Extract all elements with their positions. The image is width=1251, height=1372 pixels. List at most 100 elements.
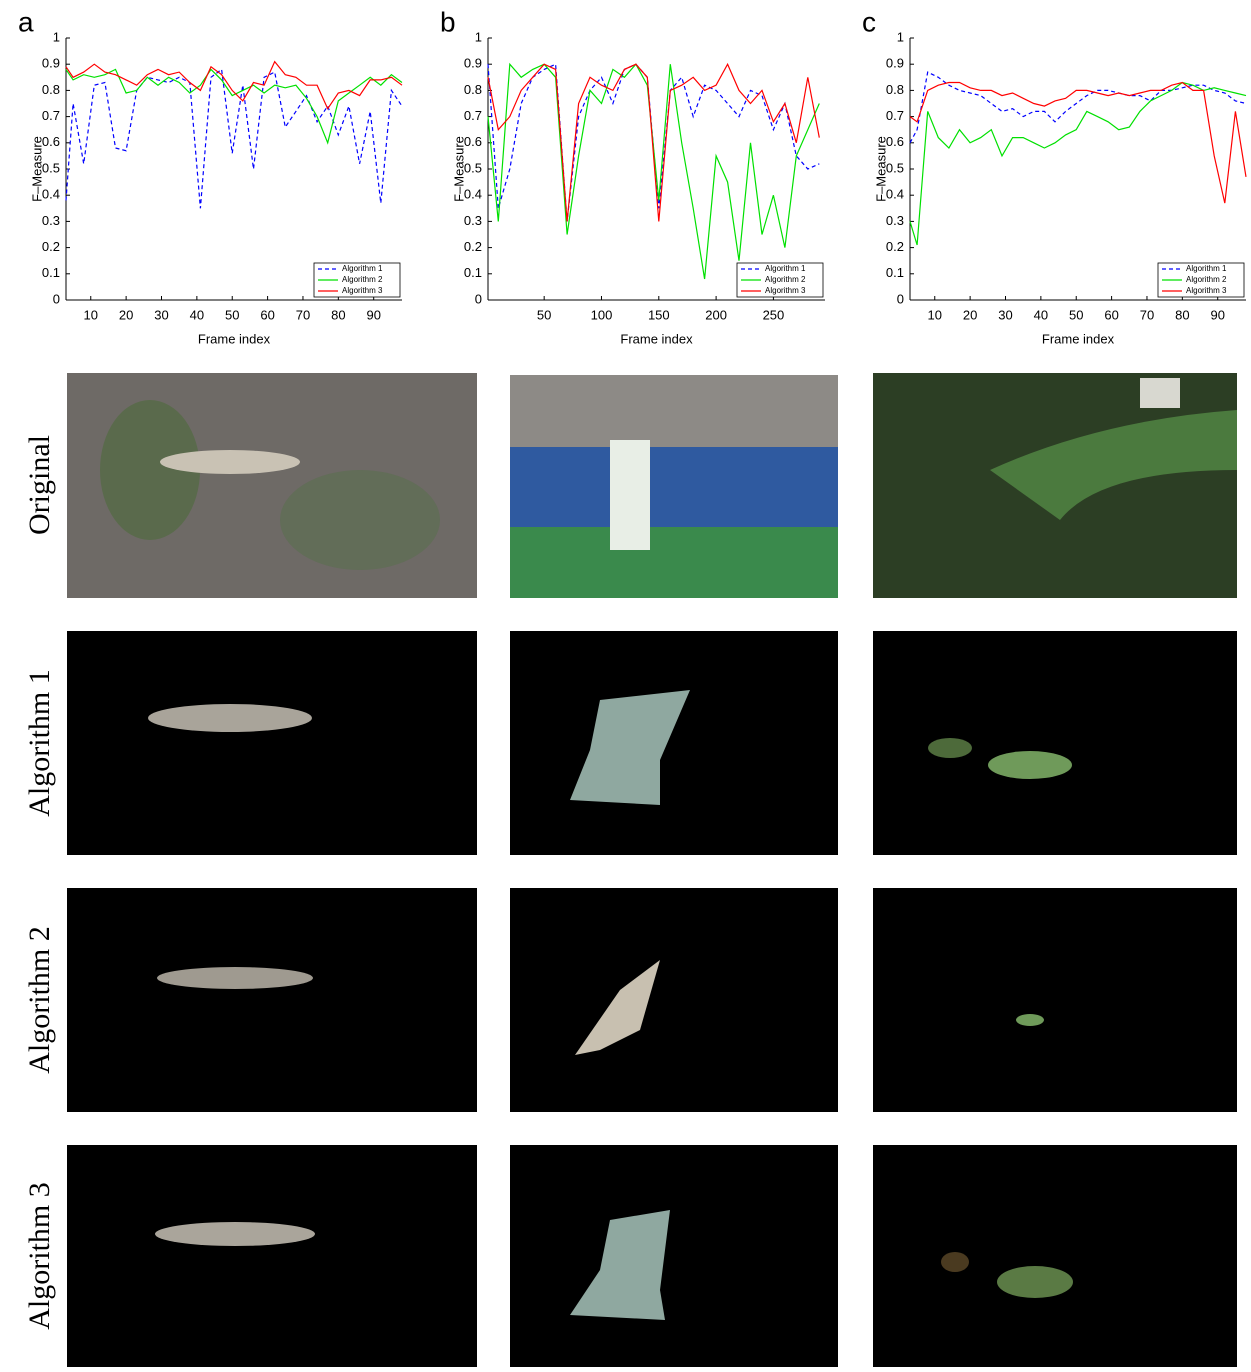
result-image xyxy=(510,631,838,855)
x-tick-label: 90 xyxy=(1210,307,1224,322)
x-tick-label: 40 xyxy=(190,307,204,322)
y-tick-label: 0.2 xyxy=(886,239,904,254)
y-tick-label: 0.4 xyxy=(464,187,482,202)
page: {"chart_data": [ {"type": "line", "panel… xyxy=(0,0,1251,1367)
row-label: Algorithm 3 xyxy=(23,1182,56,1330)
x-tick-label: 50 xyxy=(1069,307,1083,322)
series-line xyxy=(910,83,1246,204)
figure: Original Algorithm 1 Algorithm 2 Algorit… xyxy=(0,0,1251,1367)
y-tick-label: 0.9 xyxy=(886,56,904,71)
x-tick-label: 70 xyxy=(1140,307,1154,322)
y-tick-label: 0.7 xyxy=(886,108,904,123)
y-tick-label: 1 xyxy=(475,29,482,44)
image-detail xyxy=(610,440,650,550)
legend-label: Algorithm 2 xyxy=(1186,275,1227,284)
result-image xyxy=(873,631,1237,855)
y-tick-label: 0.5 xyxy=(886,160,904,175)
x-axis-label: Frame index xyxy=(620,331,693,346)
result-image xyxy=(510,888,838,1112)
y-tick-label: 0 xyxy=(53,291,60,306)
y-tick-label: 0.5 xyxy=(42,160,60,175)
x-tick-label: 10 xyxy=(84,307,98,322)
panel-label: a xyxy=(18,6,34,37)
x-axis-label: Frame index xyxy=(198,331,271,346)
y-tick-label: 0 xyxy=(475,291,482,306)
x-tick-label: 200 xyxy=(705,307,727,322)
result-image xyxy=(873,888,1237,1112)
image-detail xyxy=(510,447,838,527)
x-tick-label: 60 xyxy=(1104,307,1118,322)
series-line xyxy=(910,83,1246,246)
y-tick-label: 0.7 xyxy=(464,108,482,123)
y-tick-label: 1 xyxy=(53,29,60,44)
y-tick-label: 0.8 xyxy=(464,82,482,97)
x-tick-label: 90 xyxy=(366,307,380,322)
y-tick-label: 0.3 xyxy=(886,213,904,228)
legend-label: Algorithm 3 xyxy=(765,286,806,295)
x-tick-label: 10 xyxy=(928,307,942,322)
y-tick-label: 0.1 xyxy=(464,265,482,280)
x-tick-label: 40 xyxy=(1034,307,1048,322)
x-tick-label: 80 xyxy=(331,307,345,322)
segment xyxy=(928,738,972,758)
image-detail xyxy=(1140,378,1180,408)
image-detail xyxy=(280,470,440,570)
row-label: Original xyxy=(23,435,56,535)
y-tick-label: 0.4 xyxy=(886,187,904,202)
row-label: Algorithm 1 xyxy=(23,669,56,817)
x-tick-label: 60 xyxy=(260,307,274,322)
series-line xyxy=(66,69,402,208)
result-image xyxy=(510,1145,838,1367)
image-detail xyxy=(510,375,838,447)
y-tick-label: 0.6 xyxy=(886,134,904,149)
y-tick-label: 0.6 xyxy=(42,134,60,149)
result-image xyxy=(67,1145,477,1367)
y-tick-label: 0.9 xyxy=(42,56,60,71)
legend-label: Algorithm 3 xyxy=(342,286,383,295)
segment xyxy=(155,1222,315,1246)
y-tick-label: 0.5 xyxy=(464,160,482,175)
x-tick-label: 30 xyxy=(154,307,168,322)
segment xyxy=(157,967,313,989)
result-image xyxy=(67,631,477,855)
x-tick-label: 50 xyxy=(225,307,239,322)
result-image xyxy=(67,888,477,1112)
legend-label: Algorithm 1 xyxy=(765,264,806,273)
segment xyxy=(148,704,312,732)
segment xyxy=(988,751,1072,779)
x-tick-label: 80 xyxy=(1175,307,1189,322)
x-tick-label: 250 xyxy=(763,307,785,322)
y-tick-label: 1 xyxy=(897,29,904,44)
x-tick-label: 100 xyxy=(591,307,613,322)
segment xyxy=(941,1252,969,1272)
y-tick-label: 0.9 xyxy=(464,56,482,71)
row-label: Algorithm 2 xyxy=(23,926,56,1074)
legend-label: Algorithm 2 xyxy=(765,275,806,284)
result-image xyxy=(873,1145,1237,1367)
y-tick-label: 0 xyxy=(897,291,904,306)
x-tick-label: 50 xyxy=(537,307,551,322)
series-line xyxy=(66,62,402,109)
x-tick-label: 20 xyxy=(963,307,977,322)
series-line xyxy=(66,69,402,142)
y-tick-label: 0.4 xyxy=(42,187,60,202)
legend-label: Algorithm 1 xyxy=(342,264,383,273)
y-tick-label: 0.6 xyxy=(464,134,482,149)
image-grid xyxy=(67,373,1237,1367)
y-tick-label: 0.2 xyxy=(464,239,482,254)
series-line xyxy=(488,64,819,279)
panel-label: b xyxy=(440,6,456,37)
legend-label: Algorithm 1 xyxy=(1186,264,1227,273)
x-tick-label: 30 xyxy=(998,307,1012,322)
y-tick-label: 0.7 xyxy=(42,108,60,123)
x-tick-label: 70 xyxy=(296,307,310,322)
legend-label: Algorithm 2 xyxy=(342,275,383,284)
x-tick-label: 150 xyxy=(648,307,670,322)
legend-label: Algorithm 3 xyxy=(1186,286,1227,295)
y-tick-label: 0.1 xyxy=(886,265,904,280)
y-tick-label: 0.3 xyxy=(464,213,482,228)
y-tick-label: 0.3 xyxy=(42,213,60,228)
x-tick-label: 20 xyxy=(119,307,133,322)
image-detail xyxy=(160,450,300,474)
x-axis-label: Frame index xyxy=(1042,331,1115,346)
